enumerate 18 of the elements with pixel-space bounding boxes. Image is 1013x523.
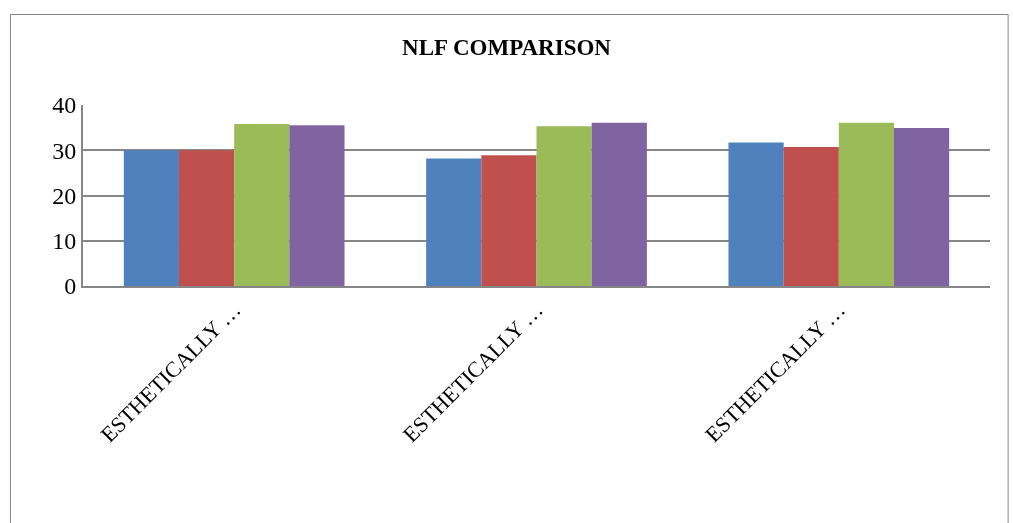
bar	[783, 147, 839, 286]
bar	[123, 150, 179, 286]
bar	[838, 122, 895, 286]
y-tick-label: 30	[52, 137, 77, 164]
bar	[728, 142, 784, 286]
y-tick-label: 10	[52, 228, 77, 255]
bar	[591, 122, 647, 286]
chart-title: NLF COMPARISON	[402, 35, 612, 61]
bar	[289, 125, 345, 286]
bar	[481, 155, 537, 286]
bar	[178, 150, 235, 286]
bar	[894, 128, 950, 286]
y-tick-label: 20	[52, 182, 77, 209]
bar	[234, 124, 290, 286]
y-tick-label: 0	[64, 273, 77, 300]
y-tick-label: 40	[52, 92, 77, 119]
bar	[426, 158, 482, 286]
bar	[536, 126, 592, 286]
